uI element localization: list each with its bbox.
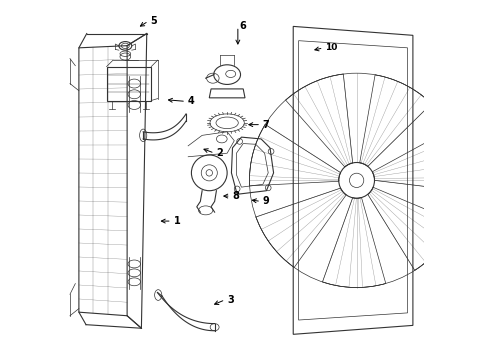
Text: 6: 6	[240, 21, 246, 31]
Text: 10: 10	[325, 43, 338, 52]
Text: 1: 1	[173, 216, 180, 226]
Text: 4: 4	[188, 96, 195, 107]
Text: 8: 8	[232, 191, 240, 201]
Text: 3: 3	[227, 295, 234, 305]
Text: 2: 2	[217, 148, 223, 158]
Text: 5: 5	[150, 16, 157, 26]
Text: 7: 7	[263, 120, 270, 130]
Text: 9: 9	[263, 197, 270, 206]
